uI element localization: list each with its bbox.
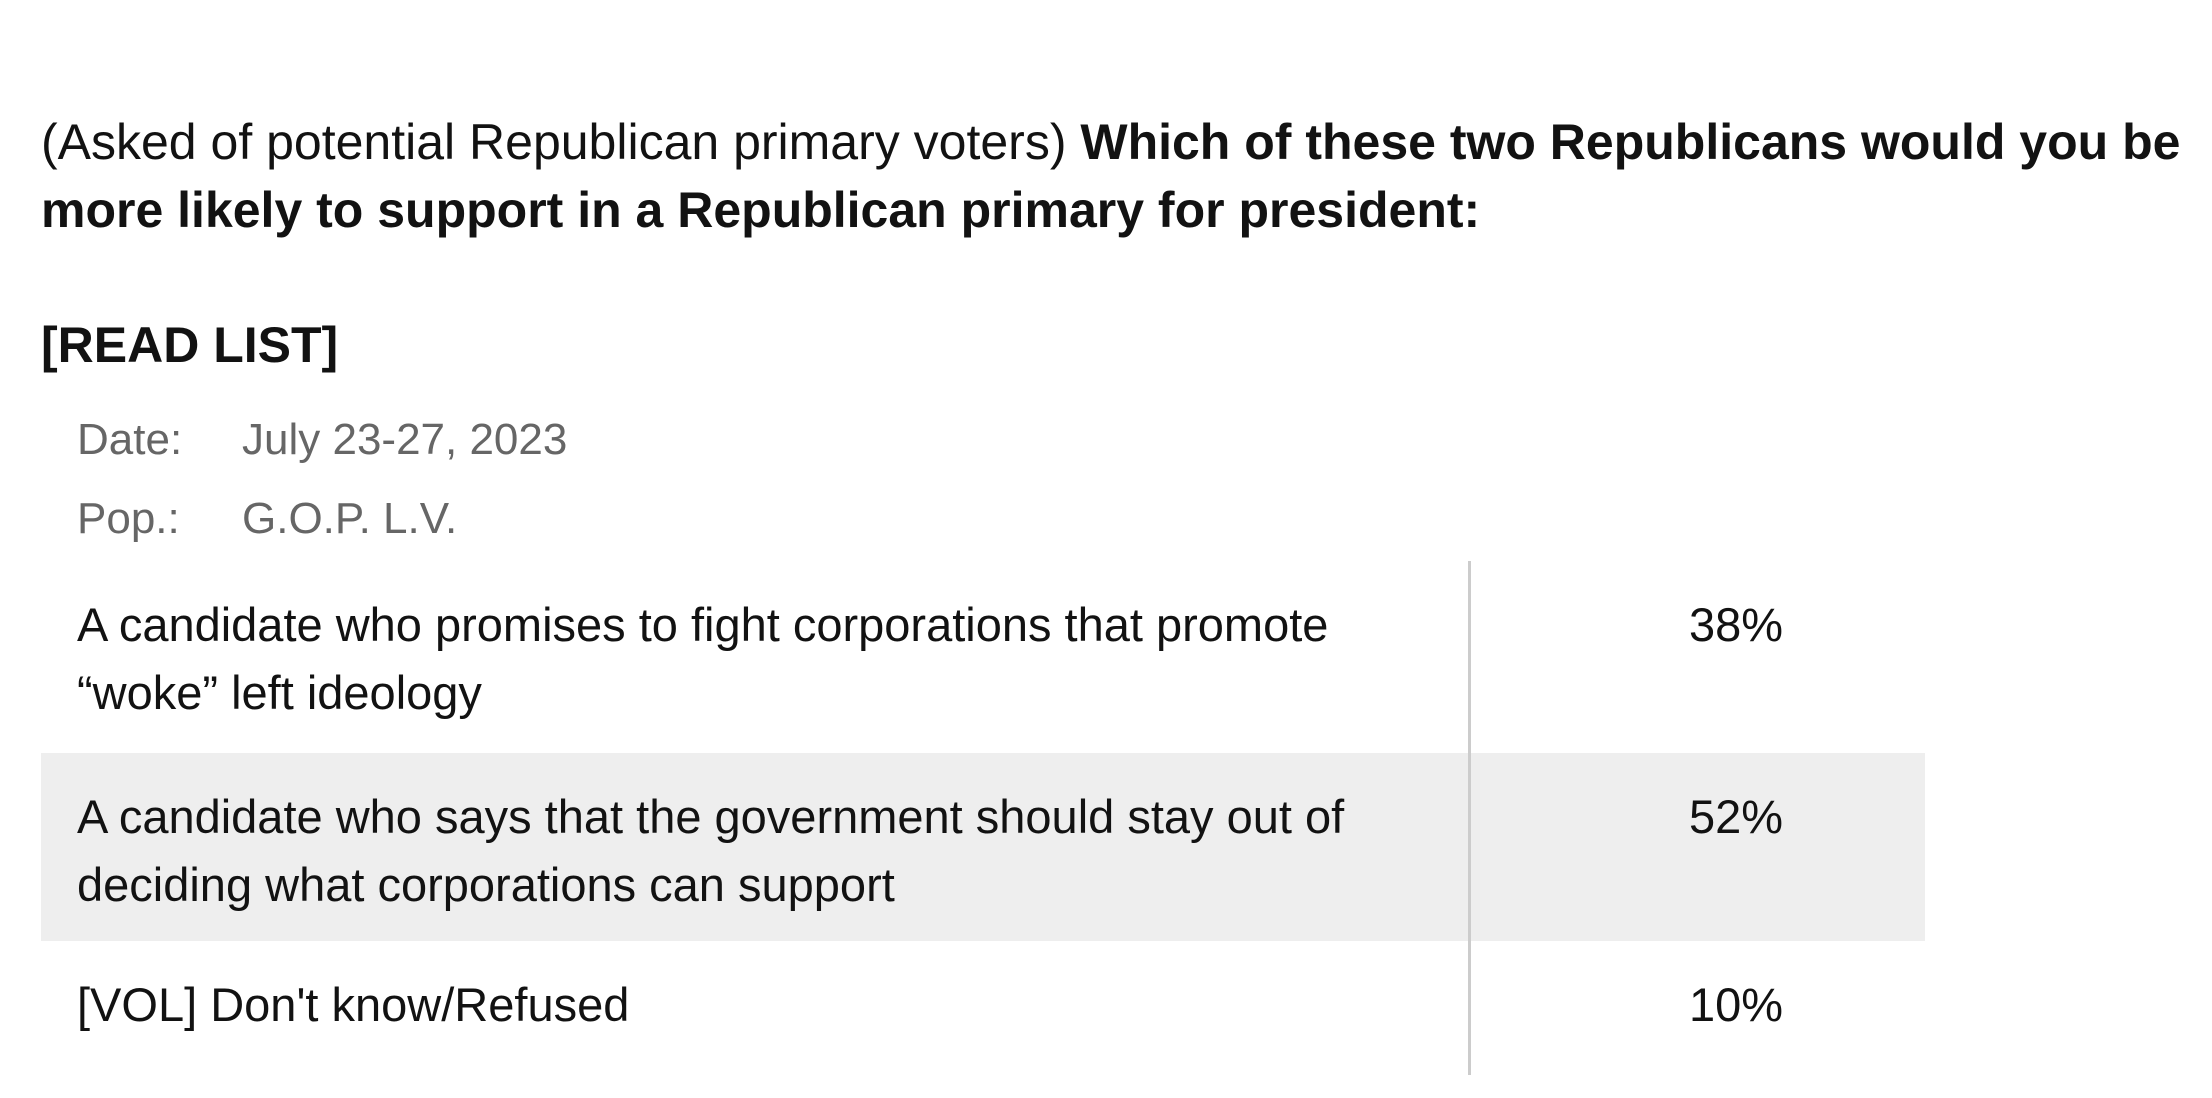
answer-text: A candidate who says that the government… — [77, 790, 1345, 911]
question-prefix: (Asked of potential Republican primary v… — [41, 114, 1067, 170]
answer-text: [VOL] Don't know/Refused — [77, 978, 630, 1031]
answer-text: A candidate who promises to fight corpor… — [77, 598, 1329, 719]
meta-date: Date: July 23-27, 2023 — [77, 412, 567, 468]
table-row: A candidate who says that the government… — [41, 753, 1925, 941]
answer-percent: 10% — [1688, 978, 1784, 1031]
date-value: July 23-27, 2023 — [242, 415, 568, 464]
population-value: G.O.P. L.V. — [242, 494, 458, 543]
column-divider — [1468, 561, 1471, 1075]
question-text: Which of these two Republicans would you… — [41, 114, 2181, 238]
table-row: [VOL] Don't know/Refused 10% — [41, 941, 1925, 1075]
answer-percent: 52% — [1688, 790, 1784, 843]
read-list-instruction: [READ LIST] — [41, 317, 339, 373]
poll-question: (Asked of potential Republican primary v… — [41, 108, 2191, 244]
meta-population: Pop.: G.O.P. L.V. — [77, 491, 457, 547]
table-row: A candidate who promises to fight corpor… — [41, 561, 1925, 753]
results-table: A candidate who promises to fight corpor… — [41, 561, 1925, 1075]
answer-percent: 38% — [1688, 598, 1784, 651]
population-label: Pop.: — [77, 494, 180, 543]
date-label: Date: — [77, 415, 183, 464]
